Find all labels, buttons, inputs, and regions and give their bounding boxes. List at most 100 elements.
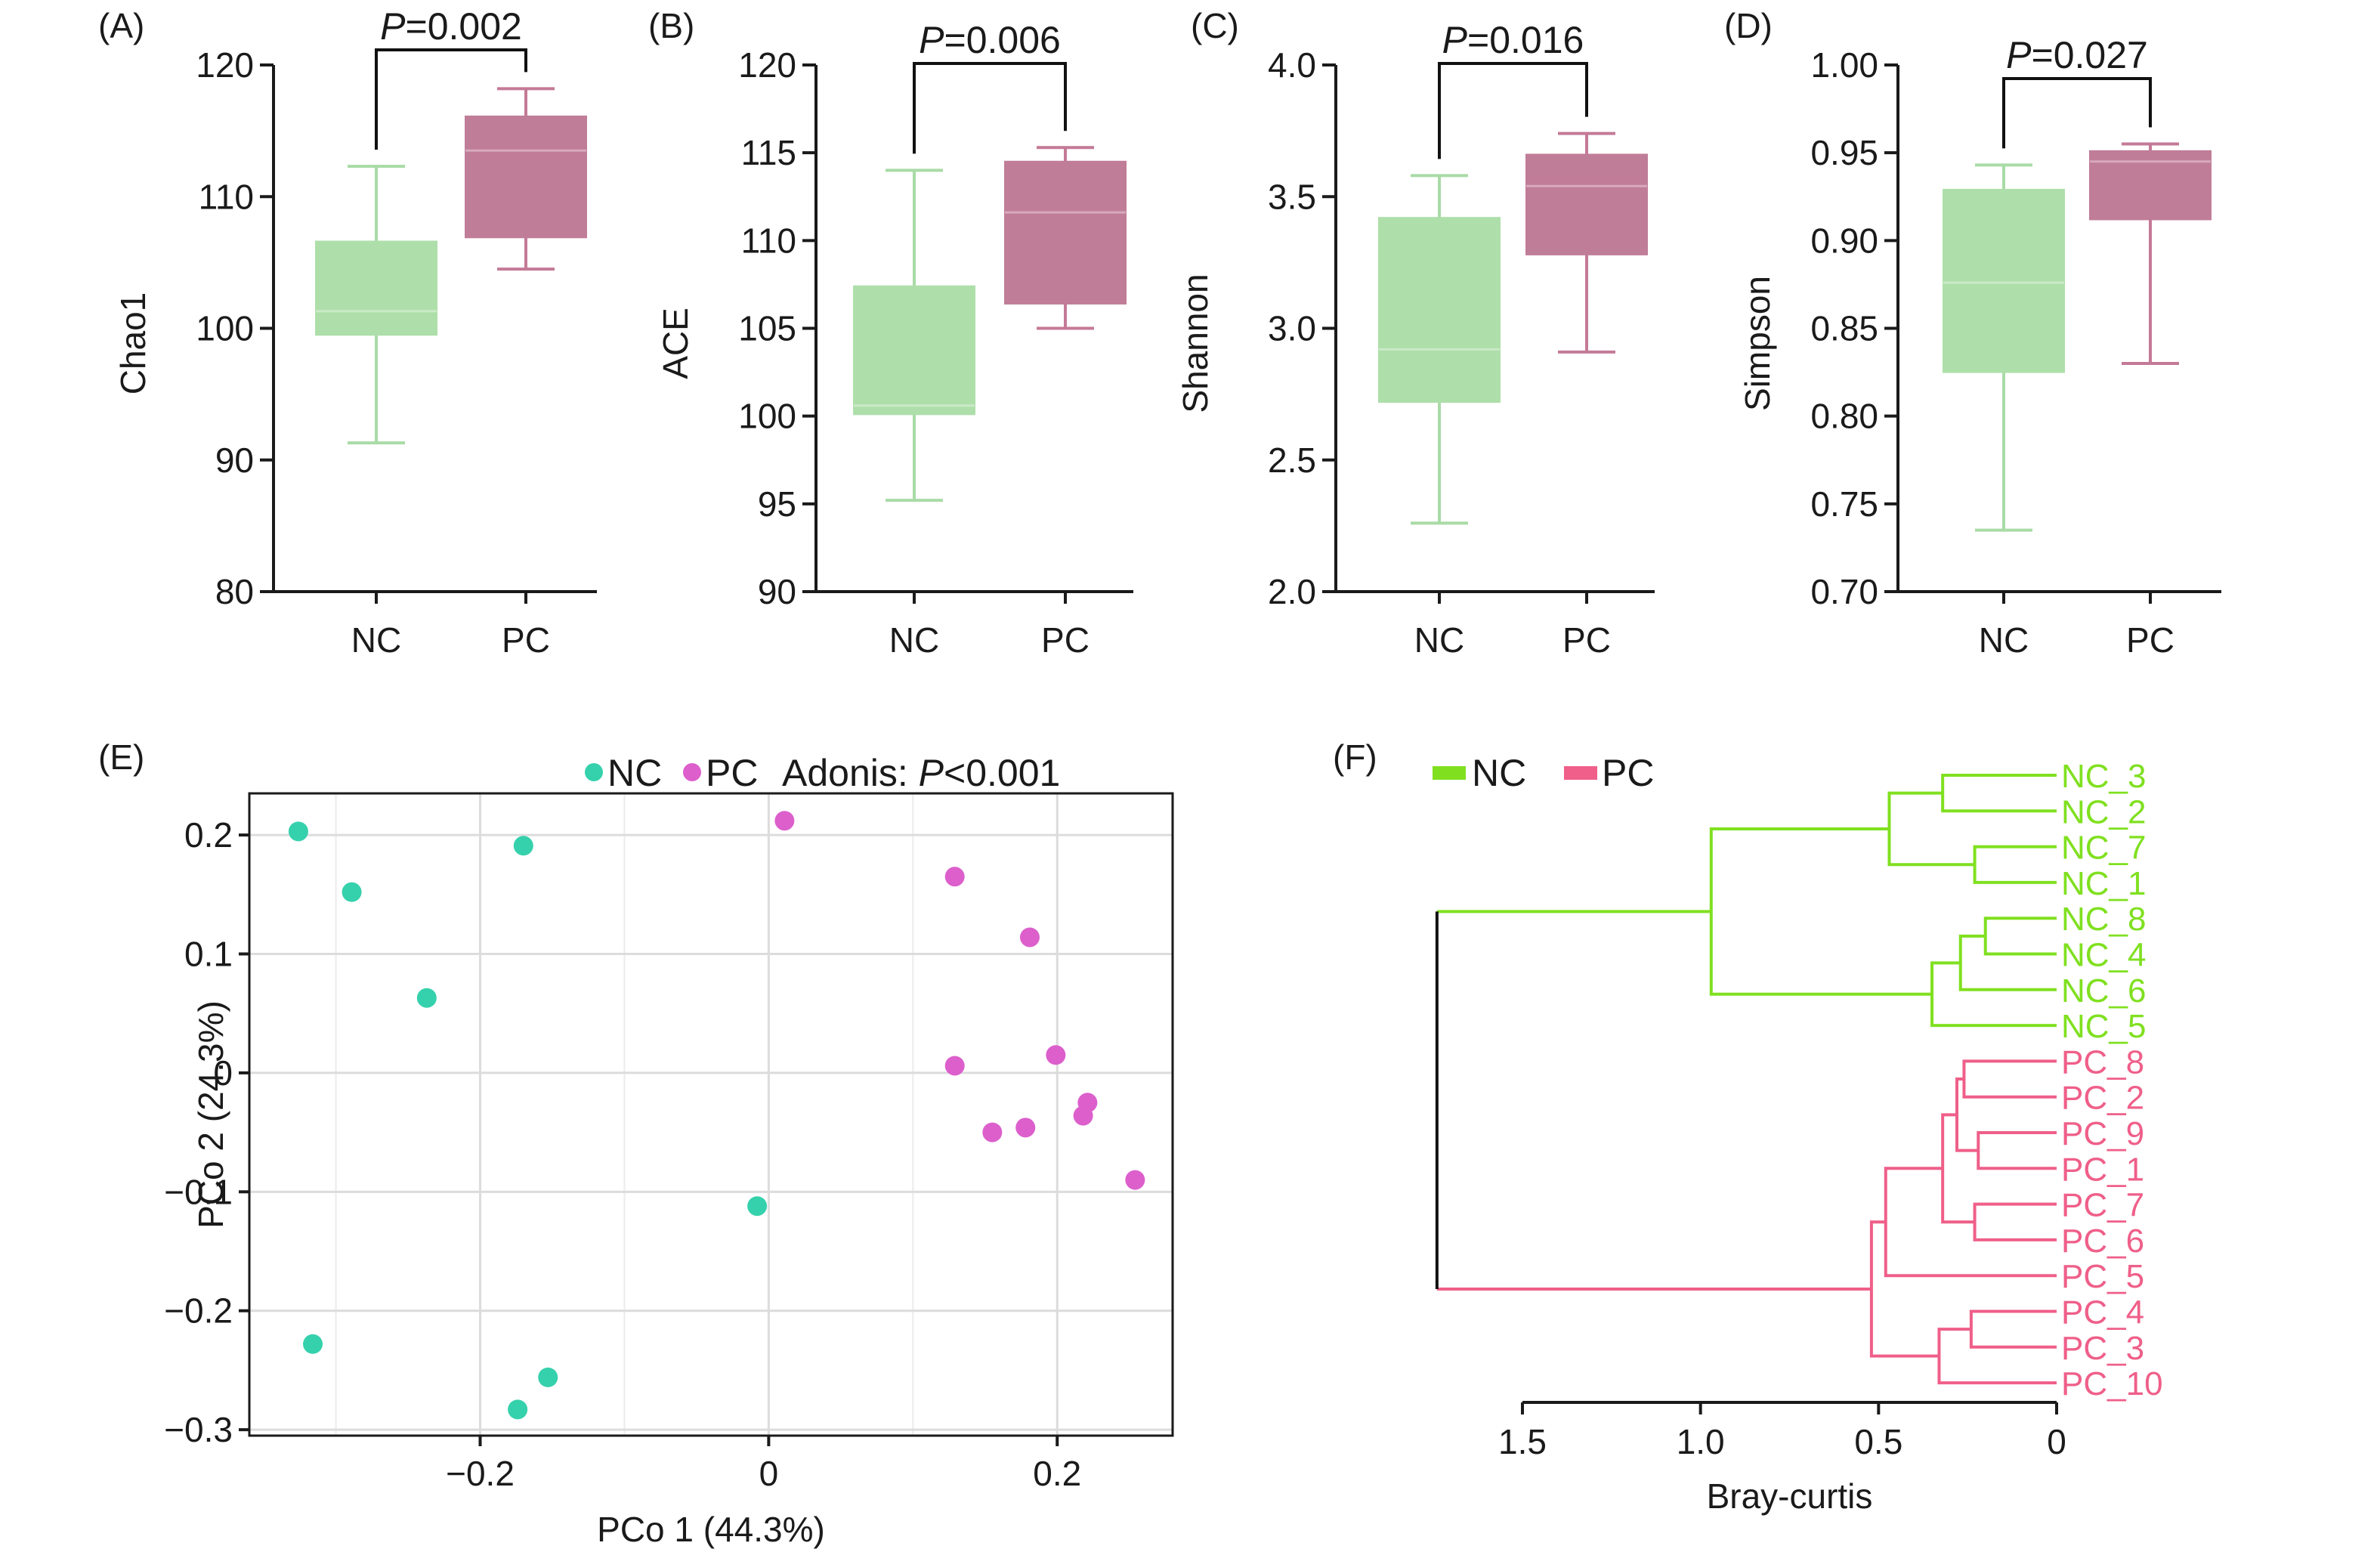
leaf-label: NC_5 (2061, 1008, 2147, 1045)
panel-c-shannon-boxplot: (C) 2.0 2.5 3.0 3.5 4.0 Shannon NC PC P=0.016 (1176, 6, 1655, 660)
dendrogram-branch (1941, 1113, 1975, 1224)
leaf-label: NC_6 (2061, 972, 2147, 1009)
pc-point (1015, 1118, 1036, 1138)
y-axis-title: PCo 2 (24.3%) (191, 1000, 230, 1229)
legend-pc-label: PC (1602, 752, 1654, 794)
y-tick-label: 0.75 (1810, 484, 1878, 524)
pc-point (944, 867, 965, 887)
x-tick-label: 0 (759, 1454, 779, 1493)
y-tick-label: 100 (196, 309, 254, 348)
y-tick-label: 0.95 (1810, 133, 1878, 172)
pc-point (1125, 1170, 1145, 1190)
significance-bracket (1438, 62, 1588, 159)
nc-box (1943, 188, 2065, 373)
nc-box (1378, 217, 1501, 403)
dendrogram-branch (1977, 1131, 2057, 1170)
x-tick-label: 1.5 (1498, 1422, 1547, 1461)
panel-e-pcoa-scatter: (E) −0.3 −0.2 −0.1 0 0.1 0.2 −0.2 0 0.2 PCo 1 (44.… (98, 737, 1174, 1549)
x-tick-label-nc: NC (1979, 620, 2029, 660)
panel-f-dendrogram: (F) NC PC NC_3NC_2NC_7NC_1NC_8NC_4NC_6NC_5P… (1333, 737, 2163, 1516)
y-tick-label: 90 (758, 572, 796, 611)
leaf-label: PC_1 (2061, 1151, 2144, 1188)
adonis-stat: Adonis: P<0.001 (782, 752, 1060, 794)
significance-bracket (913, 62, 1067, 154)
p-value-label: P=0.006 (919, 19, 1061, 61)
y-tick-label: 0.70 (1810, 572, 1878, 611)
nc-point (342, 882, 362, 902)
adonis-p-value: <0.001 (944, 752, 1060, 794)
pc-point (944, 1056, 965, 1076)
leaf-label: PC_3 (2061, 1330, 2144, 1367)
leaf-label: PC_9 (2061, 1115, 2144, 1152)
y-tick-label: 90 (215, 441, 254, 480)
leaf-label: NC_8 (2061, 901, 2147, 938)
pc-box (1004, 160, 1127, 305)
y-tick-label: 0 (213, 1053, 233, 1093)
panel-label: (C) (1191, 6, 1239, 45)
x-tick-label-nc: NC (889, 620, 939, 660)
x-tick-label: −0.2 (446, 1454, 515, 1493)
y-tick-label: 0.2 (184, 815, 233, 855)
nc-point (288, 821, 308, 842)
plot-border (248, 792, 1174, 1437)
x-tick-label-pc: PC (1041, 620, 1090, 660)
y-tick-label: 120 (196, 45, 254, 85)
pc-point (774, 811, 795, 831)
p-italic: P (1442, 19, 1468, 61)
y-tick-label: 2.5 (1268, 441, 1316, 480)
dendrogram-branch (1941, 774, 2057, 813)
legend-pc-label: PC (706, 752, 758, 794)
x-tick-label: 0.2 (1033, 1454, 1081, 1493)
leaf-label: PC_8 (2061, 1043, 2144, 1081)
significance-bracket (2002, 77, 2152, 149)
x-tick-label-pc: PC (502, 620, 550, 660)
dendrogram-branch (1869, 1220, 1940, 1358)
dendrogram-branch (1973, 845, 2057, 884)
x-tick-label: 0.5 (1854, 1422, 1902, 1461)
legend-pc-marker (683, 763, 701, 781)
y-tick-label: 95 (758, 484, 796, 524)
legend-nc-marker (585, 763, 603, 781)
x-tick-label-pc: PC (1562, 620, 1611, 660)
dendrogram-branch (1973, 1202, 2057, 1241)
dendrogram-branch (1937, 1328, 2057, 1385)
leaf-label: PC_5 (2061, 1258, 2144, 1295)
p-value-label: P=0.016 (1442, 19, 1584, 61)
legend-nc-label: NC (1472, 752, 1526, 794)
leaf-label: PC_6 (2061, 1223, 2144, 1260)
y-tick-label: 100 (738, 397, 796, 436)
y-axis-title: Shannon (1176, 274, 1215, 413)
p-italic: P (380, 5, 406, 48)
y-tick-label: −0.1 (164, 1172, 233, 1211)
y-axis-title: ACE (656, 308, 695, 379)
leaf-label: NC_3 (2061, 758, 2147, 795)
pc-point (982, 1122, 1003, 1142)
legend-pc-swatch (1564, 766, 1597, 780)
legend-nc-label: NC (607, 752, 662, 794)
leaf-label: NC_4 (2061, 937, 2147, 974)
nc-point (538, 1367, 558, 1387)
y-tick-label: −0.3 (164, 1410, 233, 1449)
y-tick-label: 120 (738, 45, 796, 85)
dendrogram-branch (1955, 1077, 1979, 1152)
y-tick-label: −0.2 (164, 1291, 233, 1331)
y-tick-label: 115 (741, 133, 796, 172)
x-tick-label: 0 (2047, 1422, 2066, 1461)
y-tick-label: 2.0 (1268, 572, 1316, 611)
panel-label: (E) (98, 737, 144, 777)
y-tick-label: 110 (199, 177, 254, 216)
panel-a-chao1-boxplot: (A) 80 90 100 110 120 Chao1 NC PC P=0.002 (98, 5, 597, 660)
y-tick-label: 80 (215, 572, 254, 611)
y-tick-label: 0.80 (1810, 397, 1878, 436)
dendrogram-branch (1709, 827, 1933, 996)
panel-label: (B) (648, 6, 694, 45)
y-tick-label: 105 (738, 309, 796, 348)
p-value-label: P=0.002 (380, 5, 522, 48)
pc-box (465, 115, 587, 239)
nc-point (513, 836, 533, 856)
pc-point (1019, 927, 1040, 948)
pc-point (1073, 1105, 1093, 1126)
leaf-label: PC_7 (2061, 1187, 2144, 1224)
panel-label: (F) (1333, 737, 1377, 777)
